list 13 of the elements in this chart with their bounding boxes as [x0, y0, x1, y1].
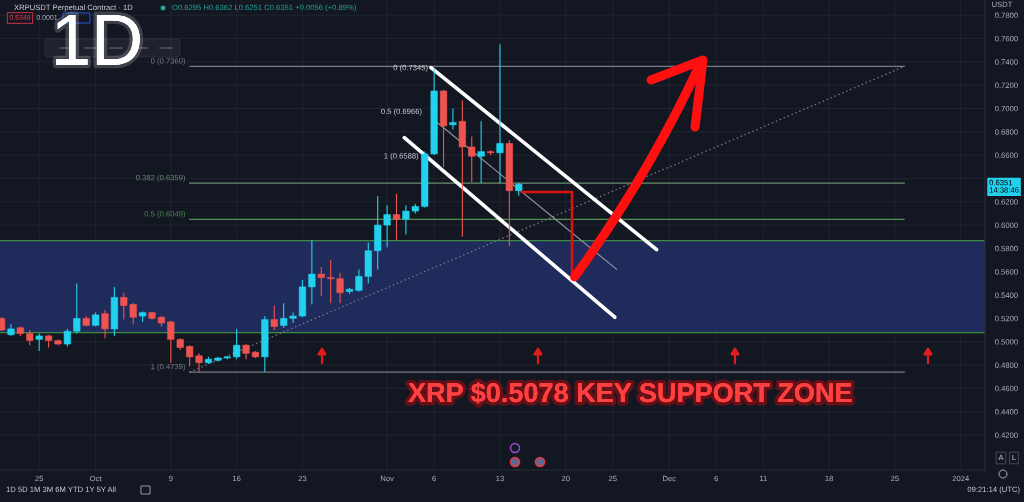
candlestick [270, 305, 278, 331]
candlestick [477, 120, 485, 184]
candlestick [317, 266, 325, 297]
candlestick [73, 282, 81, 335]
annotation: 1D [56, 14, 140, 65]
candlestick [101, 309, 109, 339]
candlestick [392, 193, 401, 241]
candlestick [496, 43, 504, 184]
candlestick [308, 239, 316, 305]
annotation: XRP $0.5078 KEY SUPPORT ZONE [408, 381, 852, 405]
candlestick [233, 328, 241, 360]
candlestick [449, 107, 457, 131]
candlestick [468, 135, 476, 183]
